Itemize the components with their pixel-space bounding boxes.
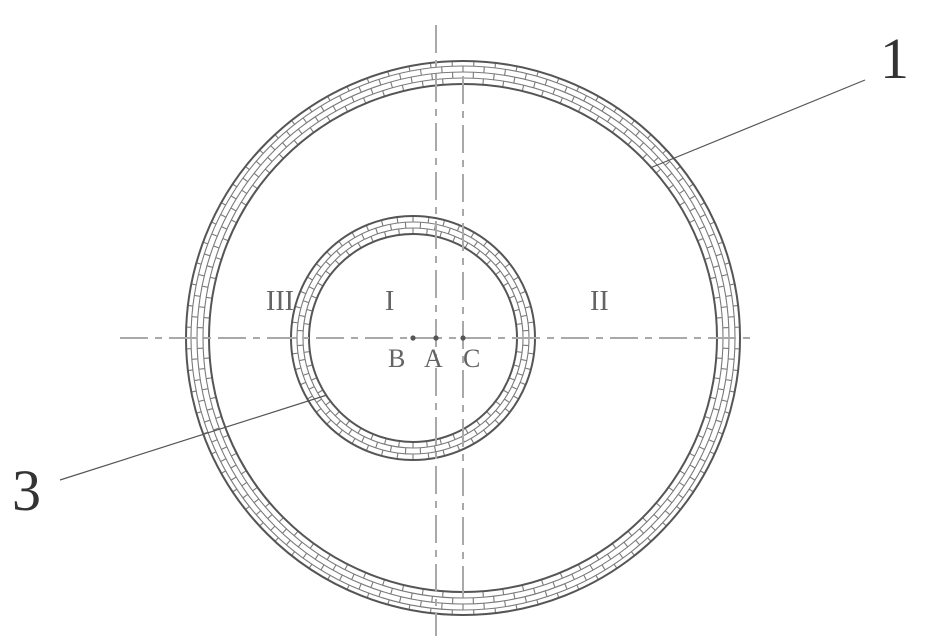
point-label-B: B [388, 344, 405, 373]
point-label-A: A [424, 344, 443, 373]
region-label-II: II [590, 286, 609, 317]
point-label-C: C [463, 344, 480, 373]
region-label-III: III [266, 286, 294, 317]
callout-label-one: 1 [880, 26, 909, 91]
region-label-I: I [385, 286, 394, 317]
callout-label-three: 3 [12, 458, 41, 523]
